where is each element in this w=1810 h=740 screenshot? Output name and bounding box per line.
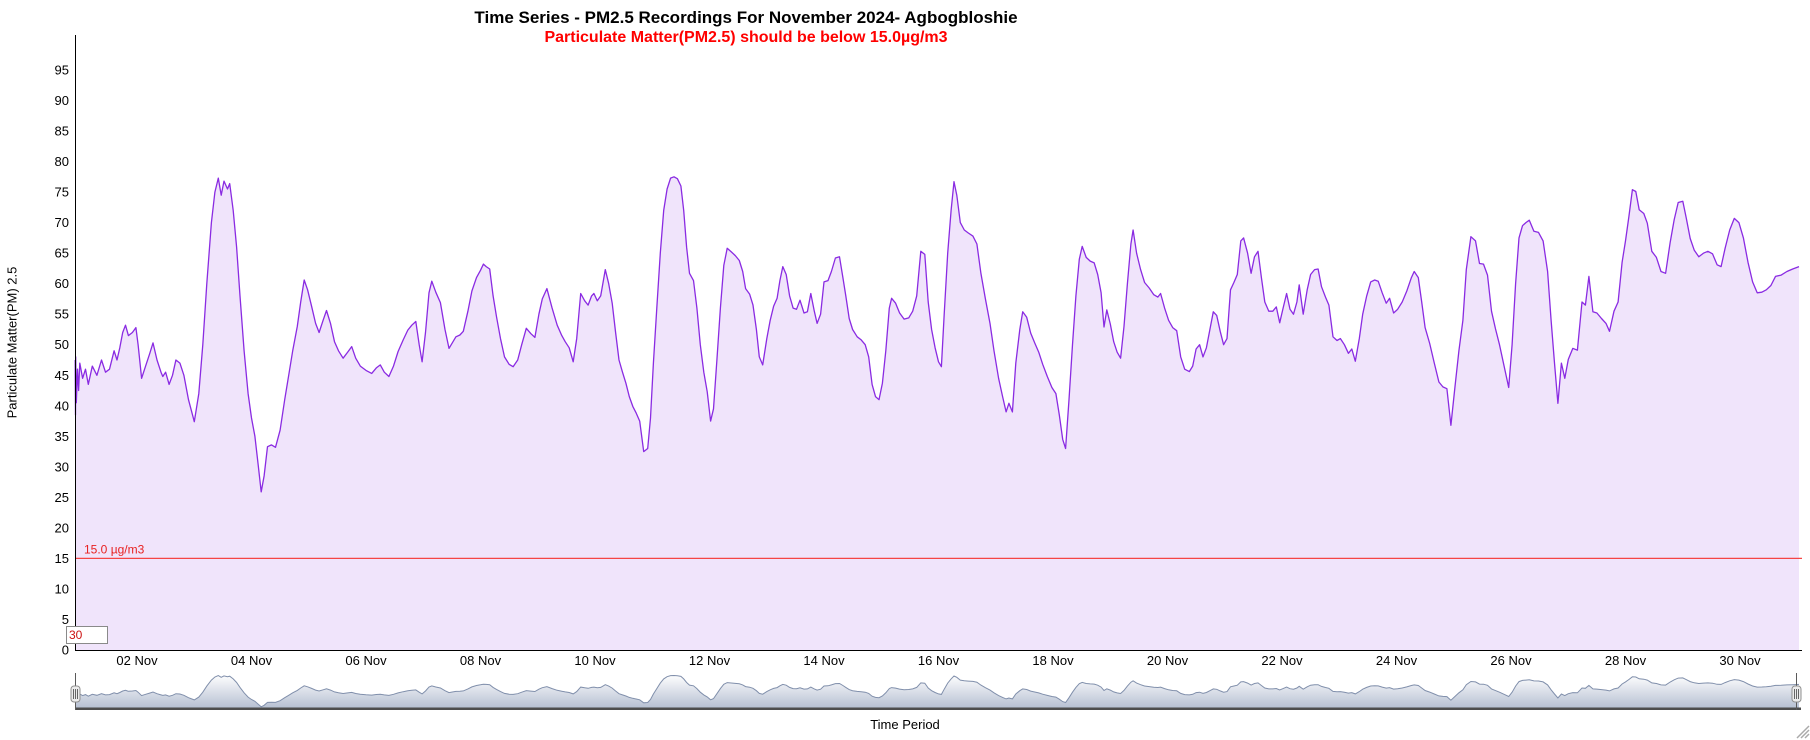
y-tick-label: 40 <box>55 398 69 413</box>
x-tick-label: 04 Nov <box>231 653 273 668</box>
navigator-handle[interactable] <box>1791 685 1802 703</box>
x-tick-label: 14 Nov <box>803 653 845 668</box>
limit-line: 15.0 µg/m3 <box>75 542 1802 560</box>
y-tick-label: 65 <box>55 246 69 261</box>
y-tick-label: 5 <box>62 612 69 627</box>
x-tick-label: 26 Nov <box>1490 653 1532 668</box>
x-tick-label: 22 Nov <box>1261 653 1303 668</box>
navigator-mini-chart[interactable] <box>75 675 1800 709</box>
y-tick-label: 85 <box>55 124 69 139</box>
x-tick-label: 18 Nov <box>1032 653 1074 668</box>
chart-subtitle: Particulate Matter(PM2.5) should be belo… <box>544 29 948 46</box>
y-tick-label: 90 <box>55 93 69 108</box>
y-tick-label: 0 <box>62 643 69 658</box>
x-tick-label: 30 Nov <box>1719 653 1761 668</box>
x-tick-label: 06 Nov <box>345 653 387 668</box>
navigator-baseline <box>75 707 1801 710</box>
x-axis: 02 Nov 04 Nov 06 Nov 08 Nov 10 Nov 12 Nov 14 N… <box>75 650 1802 668</box>
y-tick-label: 55 <box>55 307 69 322</box>
y-tick-label: 60 <box>55 276 69 291</box>
x-tick-label: 08 Nov <box>460 653 502 668</box>
y-tick-label: 35 <box>55 429 69 444</box>
y-tick-label: 30 <box>55 459 69 474</box>
limit-line-label: 15.0 µg/m3 <box>84 542 145 556</box>
x-tick-label: 20 Nov <box>1147 653 1189 668</box>
series-line <box>74 176 1800 493</box>
y-tick-label: 25 <box>55 490 69 505</box>
y-tick-label: 45 <box>55 368 69 383</box>
y-tick-label: 75 <box>55 185 69 200</box>
y-tick-label: 15 <box>55 551 69 566</box>
series-area <box>75 176 1800 651</box>
x-tick-label: 02 Nov <box>116 653 158 668</box>
x-tick-label: 12 Nov <box>689 653 731 668</box>
resize-grip-icon[interactable] <box>1796 725 1810 739</box>
x-tick-label: 10 Nov <box>574 653 616 668</box>
chart-title: Time Series - PM2.5 Recordings For Novem… <box>474 8 1018 27</box>
x-tick-label: 28 Nov <box>1605 653 1647 668</box>
y-tick-label: 20 <box>55 520 69 535</box>
y-tick-label: 80 <box>55 154 69 169</box>
range-selector[interactable] <box>70 673 1802 710</box>
y-axis: 0 5 10 15 20 25 30 35 40 45 50 55 60 65 70 75 80 85 90 95 <box>55 35 76 658</box>
roll-period-input[interactable] <box>66 626 108 644</box>
y-tick-label: 50 <box>55 337 69 352</box>
x-axis-title: Time Period <box>870 717 940 732</box>
y-tick-label: 10 <box>55 581 69 596</box>
x-tick-label: 16 Nov <box>918 653 960 668</box>
navigator-handle[interactable] <box>70 685 81 703</box>
x-tick-label: 24 Nov <box>1376 653 1418 668</box>
y-tick-label: 95 <box>55 63 69 78</box>
y-tick-label: 70 <box>55 215 69 230</box>
